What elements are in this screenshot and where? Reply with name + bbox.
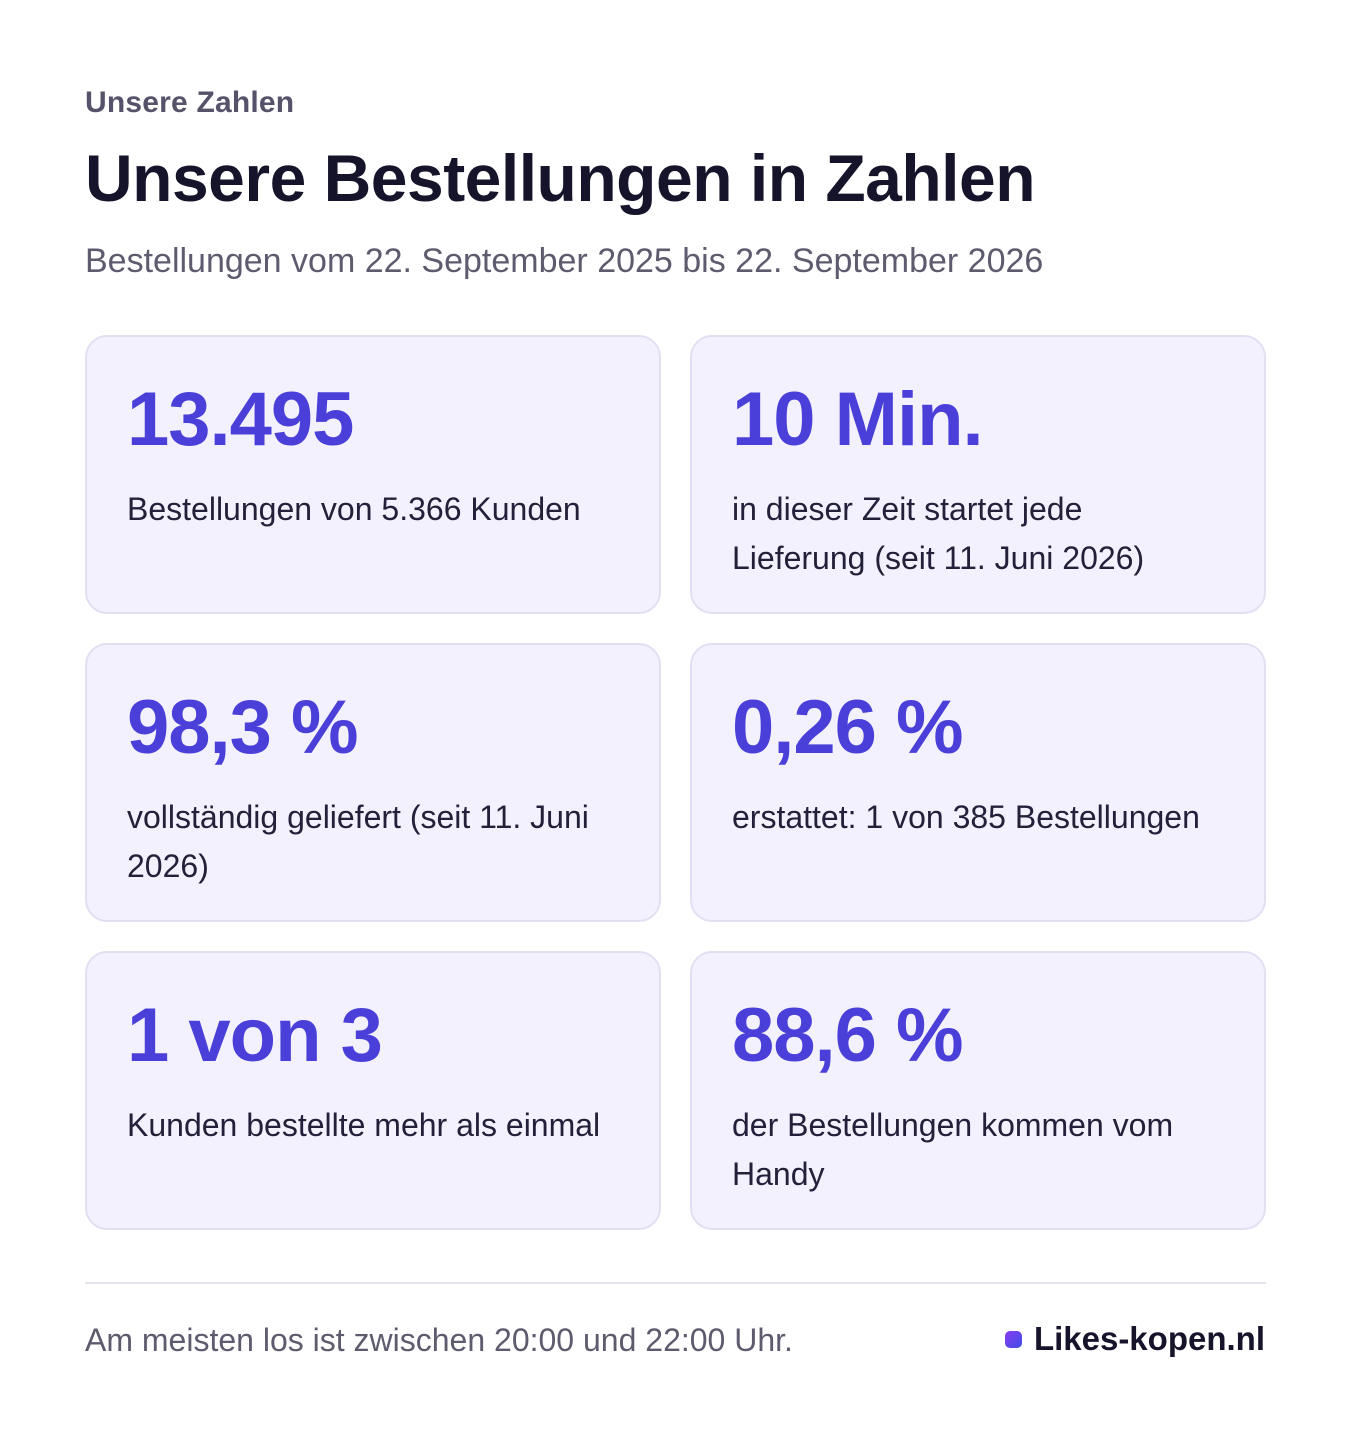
stat-card-delivered-complete: 98,3 % vollständig geliefert (seit 11. J… (85, 643, 661, 922)
footer-note: Am meisten los ist zwischen 20:00 und 22… (85, 1322, 793, 1358)
eyebrow-label: Unsere Zahlen (85, 86, 295, 119)
stat-value: 88,6 % (732, 993, 964, 1078)
stat-card-delivery-start: 10 Min. in dieser Zeit startet jede Lief… (690, 335, 1266, 614)
stat-description: der Bestellungen kommen vom Handy (732, 1107, 1174, 1192)
brand[interactable]: Likes-kopen.nl (1004, 1320, 1265, 1358)
stat-card-orders: 13.495 Bestellungen von 5.366 Kunden (85, 335, 661, 614)
stat-value: 1 von 3 (127, 993, 383, 1078)
stat-card-refunded: 0,26 % erstattet: 1 von 385 Bestellungen (690, 643, 1266, 922)
stat-card-repeat-customers: 1 von 3 Kunden bestellte mehr als einmal (85, 951, 661, 1230)
square-dot-icon (1004, 1330, 1022, 1348)
stat-description: erstattet: 1 von 385 Bestellungen (732, 799, 1200, 835)
stat-value: 13.495 (127, 377, 354, 462)
stat-description: in dieser Zeit startet jede Lieferung (s… (732, 491, 1145, 576)
footer-divider (85, 1282, 1266, 1284)
stat-value: 98,3 % (127, 685, 359, 770)
brand-name: Likes-kopen.nl (1033, 1320, 1265, 1357)
page-subtitle: Bestellungen vom 22. September 2025 bis … (85, 242, 1044, 280)
page-title: Unsere Bestellungen in Zahlen (85, 141, 1036, 215)
stat-description: Kunden bestellte mehr als einmal (127, 1107, 601, 1143)
stat-card-mobile-share: 88,6 % der Bestellungen kommen vom Handy (690, 951, 1266, 1230)
stat-value: 10 Min. (732, 377, 984, 462)
stat-value: 0,26 % (732, 685, 964, 770)
stats-grid: 13.495 Bestellungen von 5.366 Kunden 10 … (85, 335, 1266, 1230)
stat-description: vollständig geliefert (seit 11. Juni 202… (127, 799, 589, 884)
stat-description: Bestellungen von 5.366 Kunden (127, 491, 581, 527)
